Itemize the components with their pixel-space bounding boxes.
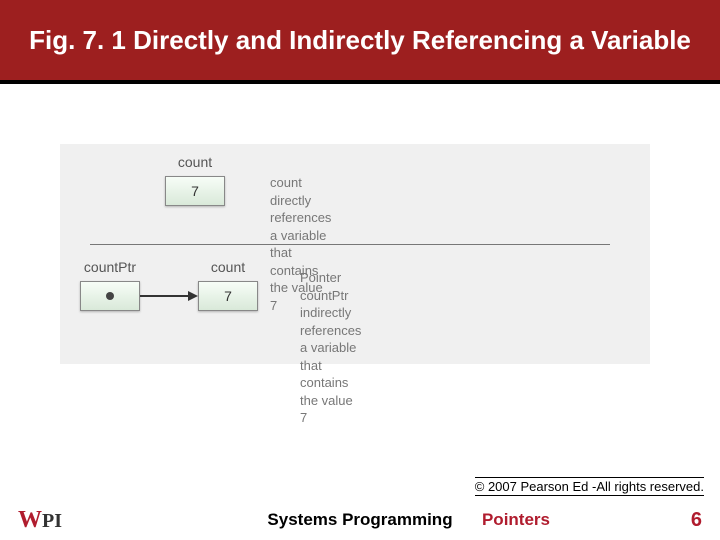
copyright-text: © 2007 Pearson Ed -All rights reserved. xyxy=(475,477,704,496)
slide-footer: WPI Systems Programming Pointers 6 xyxy=(0,500,720,540)
label-countptr: countPtr xyxy=(80,259,140,275)
footer-course-title: Systems Programming xyxy=(0,510,720,530)
logo-w: W xyxy=(18,507,41,534)
desc-indirect: Pointer countPtr indirectly references a… xyxy=(300,269,361,427)
box-count-value-1: 7 xyxy=(165,176,225,206)
pointer-dot-icon xyxy=(106,292,114,300)
slide-body: count 7 count directly references a vari… xyxy=(0,84,720,454)
copyright-row: © 2007 Pearson Ed -All rights reserved. xyxy=(0,477,720,496)
label-count-2: count xyxy=(198,259,258,275)
box-count-value-2: 7 xyxy=(198,281,258,311)
divider-line xyxy=(90,244,610,245)
slide-title: Fig. 7. 1 Directly and Indirectly Refere… xyxy=(29,24,691,57)
slide-header: Fig. 7. 1 Directly and Indirectly Refere… xyxy=(0,0,720,84)
footer-page-number: 6 xyxy=(691,509,702,532)
footer-topic: Pointers xyxy=(482,510,550,530)
diagram-panel: count 7 count directly references a vari… xyxy=(60,144,650,364)
wpi-logo: WPI xyxy=(18,507,62,534)
arrow-icon xyxy=(140,281,200,311)
label-count-1: count xyxy=(165,154,225,170)
logo-pi: PI xyxy=(42,510,62,533)
box-pointer xyxy=(80,281,140,311)
